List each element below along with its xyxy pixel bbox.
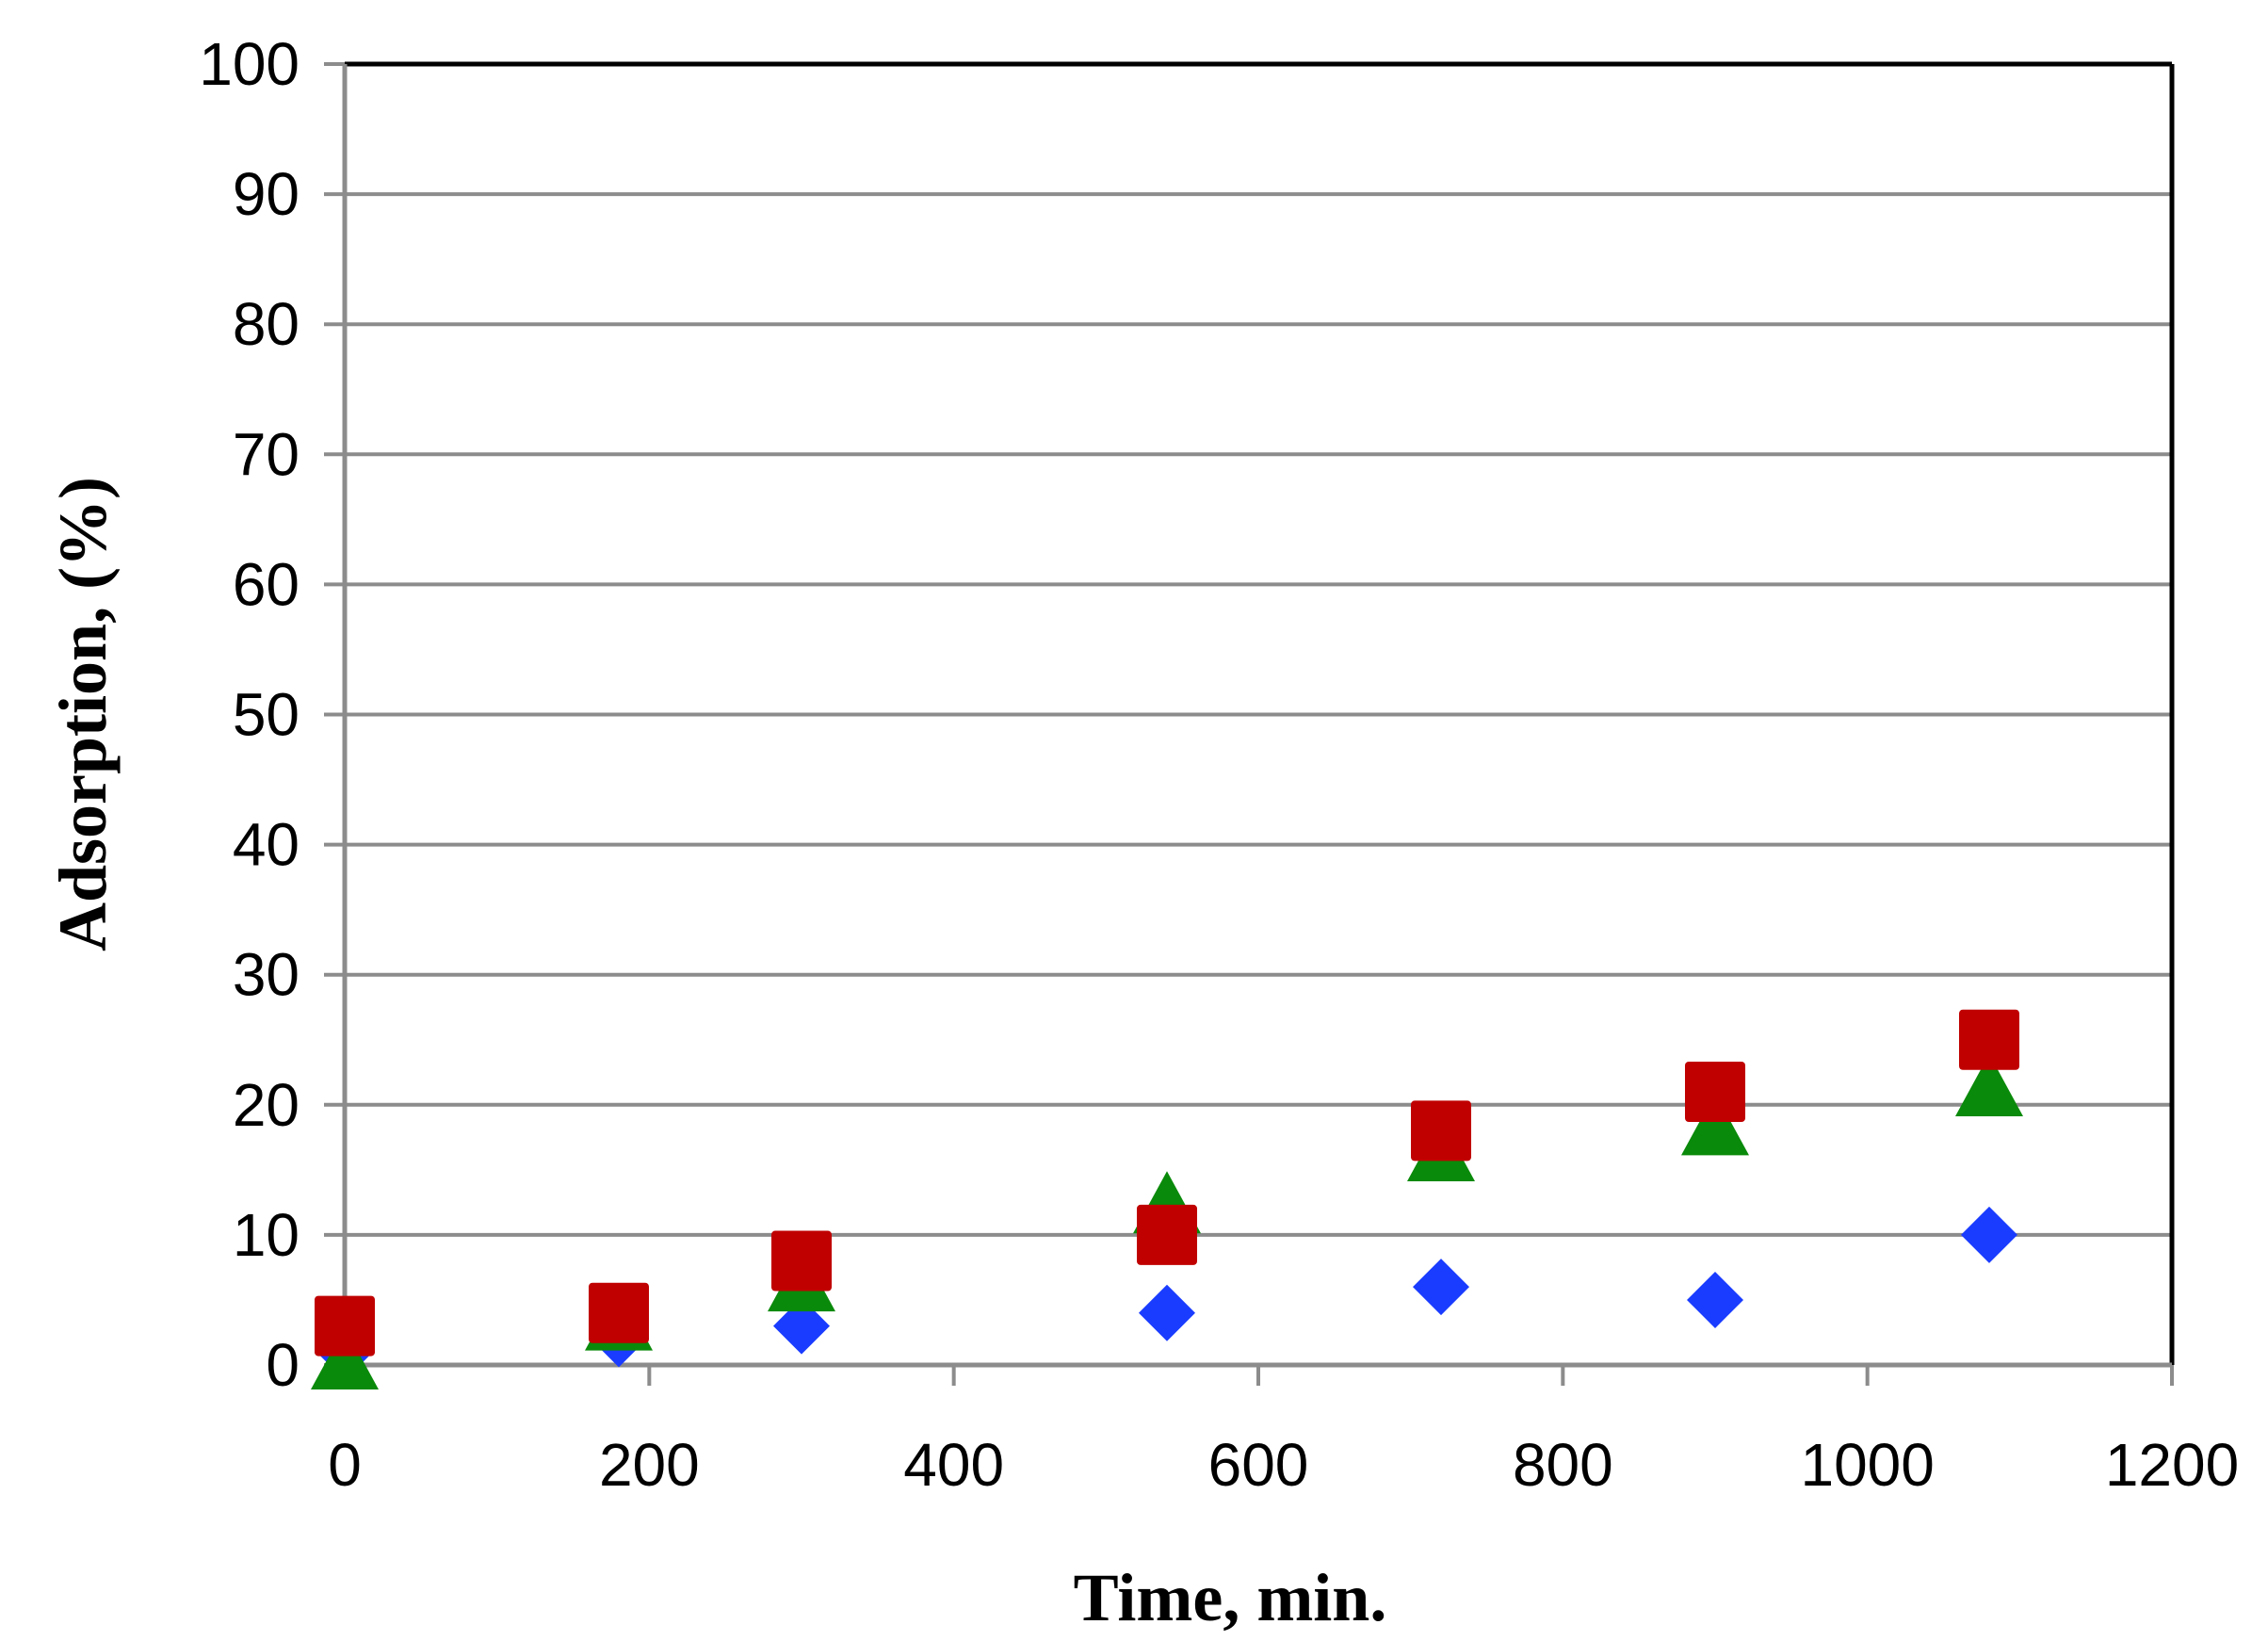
axes	[324, 61, 2175, 1386]
square-marker	[589, 1282, 649, 1343]
x-tick-label: 1200	[2105, 1431, 2239, 1499]
y-tick-label: 90	[233, 160, 300, 228]
y-tick-label: 70	[233, 420, 300, 488]
x-tick-label: 200	[599, 1431, 700, 1499]
square-marker	[315, 1295, 375, 1357]
triangle-marker	[1955, 1053, 2023, 1116]
x-tick-labels: 0 200 400 600 800 1000 1200	[328, 1431, 2239, 1499]
x-tick-label: 400	[903, 1431, 1004, 1499]
diamond-marker	[773, 1297, 830, 1355]
y-tick-label: 80	[233, 290, 300, 358]
x-tick-label: 1000	[1800, 1431, 1934, 1499]
x-tick-label: 800	[1513, 1431, 1613, 1499]
y-tick-label: 100	[199, 30, 300, 98]
x-axis-title: Time, min.	[1074, 1560, 1387, 1635]
y-tick-label: 30	[233, 941, 300, 1009]
diamond-marker	[1687, 1271, 1743, 1328]
y-tick-label: 0	[266, 1331, 300, 1399]
y-tick-label: 40	[233, 811, 300, 879]
diamond-marker	[1413, 1259, 1469, 1316]
y-axis-title: Adsorption, (%)	[45, 477, 121, 951]
square-marker	[1959, 1009, 2019, 1070]
diamond-marker	[1961, 1206, 2017, 1263]
square-marker	[1411, 1100, 1471, 1162]
y-tick-label: 10	[233, 1201, 300, 1269]
triangle-marker	[311, 1327, 379, 1389]
y-tick-label: 50	[233, 681, 300, 749]
square-marker	[1685, 1061, 1745, 1122]
gridlines	[345, 192, 2172, 1237]
y-tick-labels: 0 10 20 30 40 50 60 70 80 90 100	[199, 30, 300, 1399]
square-marker	[771, 1230, 832, 1292]
x-tick-label: 600	[1208, 1431, 1309, 1499]
x-tick-label: 0	[328, 1431, 362, 1499]
square-marker	[1137, 1204, 1197, 1265]
triangle-marker	[1681, 1093, 1749, 1156]
data-markers	[311, 1009, 2023, 1389]
y-tick-label: 60	[233, 550, 300, 618]
diamond-marker	[1139, 1284, 1195, 1341]
y-tick-label: 20	[233, 1071, 300, 1139]
